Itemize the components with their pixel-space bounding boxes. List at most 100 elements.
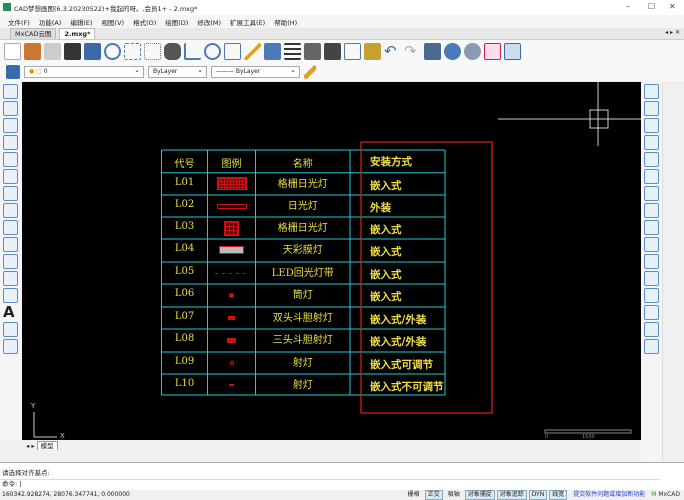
image-insert-icon[interactable] [3, 322, 18, 337]
save-as-icon[interactable] [44, 42, 61, 60]
menu-modify[interactable]: 修改(M) [197, 18, 222, 27]
toggle-4[interactable]: 对象追踪 [496, 490, 527, 500]
toggle-6[interactable]: 线宽 [549, 490, 568, 500]
ellipse-arc-icon[interactable] [3, 237, 18, 252]
undo-icon[interactable]: ↶ [384, 41, 397, 60]
chamfer-icon[interactable] [644, 288, 659, 303]
close-button[interactable]: ✕ [669, 2, 676, 11]
ellipse-icon[interactable] [3, 220, 18, 235]
toggle-0[interactable]: 栅格 [407, 491, 420, 498]
calculator-icon[interactable] [324, 42, 341, 60]
point-icon[interactable] [3, 254, 18, 269]
rotate-icon[interactable] [644, 186, 659, 201]
scale-icon[interactable] [644, 203, 659, 218]
menu-view[interactable]: 视图(V) [101, 18, 125, 27]
brand-logo-icon: M [651, 491, 657, 498]
array-icon[interactable] [644, 152, 659, 167]
layer-select[interactable]: ● □ 0 [24, 65, 144, 78]
open-icon[interactable] [24, 42, 41, 60]
erase-icon[interactable] [644, 84, 659, 99]
menu-help[interactable]: 帮助(H) [274, 18, 298, 27]
image-icon[interactable] [504, 42, 521, 60]
offset-icon[interactable] [644, 135, 659, 150]
brand-label: M MxCAD [651, 490, 680, 500]
minimize-button[interactable]: – [626, 2, 630, 11]
spline-icon[interactable] [3, 203, 18, 218]
legend-symbol-cross [229, 384, 234, 386]
join-icon[interactable] [644, 339, 659, 354]
menu-draw[interactable]: 绘图(D) [165, 18, 189, 27]
stretch-icon[interactable] [644, 220, 659, 235]
draw-toolbar: A [0, 82, 22, 440]
list-icon[interactable] [284, 42, 301, 60]
modify-toolbar [641, 82, 662, 462]
select-icon[interactable] [344, 42, 361, 60]
circle-icon[interactable] [3, 186, 18, 201]
toggle-3[interactable]: 对象捕捉 [464, 490, 495, 500]
web-icon[interactable] [444, 42, 461, 60]
block-icon[interactable] [304, 42, 321, 60]
zoom-realtime-icon[interactable] [104, 42, 121, 60]
feedback-link[interactable]: 提交软件问题或增加新功能 [573, 491, 646, 498]
copy-icon[interactable] [644, 101, 659, 116]
insert-block-icon[interactable] [3, 271, 18, 286]
tab-model[interactable]: 模型 [36, 441, 58, 450]
menu-function[interactable]: 功能(A) [38, 18, 62, 27]
rectangle-icon[interactable] [3, 152, 18, 167]
move-icon[interactable] [644, 169, 659, 184]
maximize-button[interactable]: ☐ [648, 2, 656, 11]
table-icon[interactable] [3, 339, 18, 354]
table-header: 代号 [174, 159, 195, 170]
pencil-icon[interactable] [304, 64, 316, 79]
zoom-extents-icon[interactable] [144, 42, 161, 60]
arc-icon[interactable] [3, 169, 18, 184]
tab-controls[interactable]: ◂ ▸ ✕ [665, 29, 680, 36]
polyline-icon[interactable] [3, 118, 18, 133]
ucs-icon[interactable] [184, 42, 201, 60]
break-icon[interactable] [644, 271, 659, 286]
linetype-select[interactable]: ——— ByLayer [211, 65, 300, 78]
line-icon[interactable] [3, 84, 18, 99]
match-properties-icon[interactable] [244, 42, 261, 60]
menu-edit[interactable]: 编辑(E) [70, 18, 93, 27]
extend-icon[interactable] [644, 254, 659, 269]
menu-format[interactable]: 格式(O) [133, 18, 157, 27]
title-bar: CAD梦想画图(6.3.20230522)+我起的呀。,会员1+ - 2.mxg… [0, 0, 684, 15]
row-name: 双头斗胆射灯 [272, 313, 333, 324]
print-icon[interactable] [424, 42, 441, 60]
web-settings-icon[interactable] [464, 42, 481, 60]
command-input[interactable]: 命令: | [0, 479, 660, 489]
tab-mxcad-cloud[interactable]: MxCAD云图 [10, 28, 57, 39]
tab-2-mxg[interactable]: 2.mxg* [59, 28, 96, 39]
redo-icon[interactable]: ↷ [404, 41, 417, 60]
folder-icon[interactable] [64, 42, 81, 60]
fillet-icon[interactable] [644, 305, 659, 320]
save-icon[interactable] [84, 42, 101, 60]
text-icon[interactable]: A [3, 303, 15, 321]
new-icon[interactable] [4, 42, 21, 60]
zoom-window-icon[interactable] [124, 42, 141, 60]
properties-icon[interactable] [264, 42, 281, 60]
scale-bar [544, 429, 632, 434]
hatch-icon[interactable] [3, 288, 18, 303]
menu-file[interactable]: 文件(F) [8, 18, 30, 27]
pan-hand-icon[interactable] [164, 42, 181, 60]
explode-icon[interactable] [644, 322, 659, 337]
layer-state-icon[interactable] [364, 42, 381, 60]
toggle-5[interactable]: DYN [528, 490, 548, 500]
ray-icon[interactable] [3, 101, 18, 116]
toggle-1[interactable]: 正交 [424, 490, 443, 500]
trim-icon[interactable] [644, 237, 659, 252]
zoom-previous-icon[interactable] [204, 42, 221, 60]
mirror-icon[interactable] [644, 118, 659, 133]
row-name: 三头斗胆射灯 [272, 335, 333, 346]
drawing-canvas[interactable]: 代号 图例 名称 安装方式 L01 格栅日光灯 嵌入式 L02 日光灯 外装 L03 格栅日光灯 嵌入式… [22, 82, 641, 440]
layer-toolbar: ● □ 0 ByLayer ——— ByLayer [0, 62, 684, 81]
layers-icon[interactable] [6, 64, 20, 79]
undo-zoom-icon[interactable] [224, 42, 241, 60]
pdf-icon[interactable] [484, 42, 501, 60]
polygon-icon[interactable] [3, 135, 18, 150]
menu-extensions[interactable]: 扩展工具(E) [230, 18, 266, 27]
color-select[interactable]: ByLayer [148, 65, 207, 78]
toggle-2[interactable]: 极轴 [447, 491, 460, 498]
